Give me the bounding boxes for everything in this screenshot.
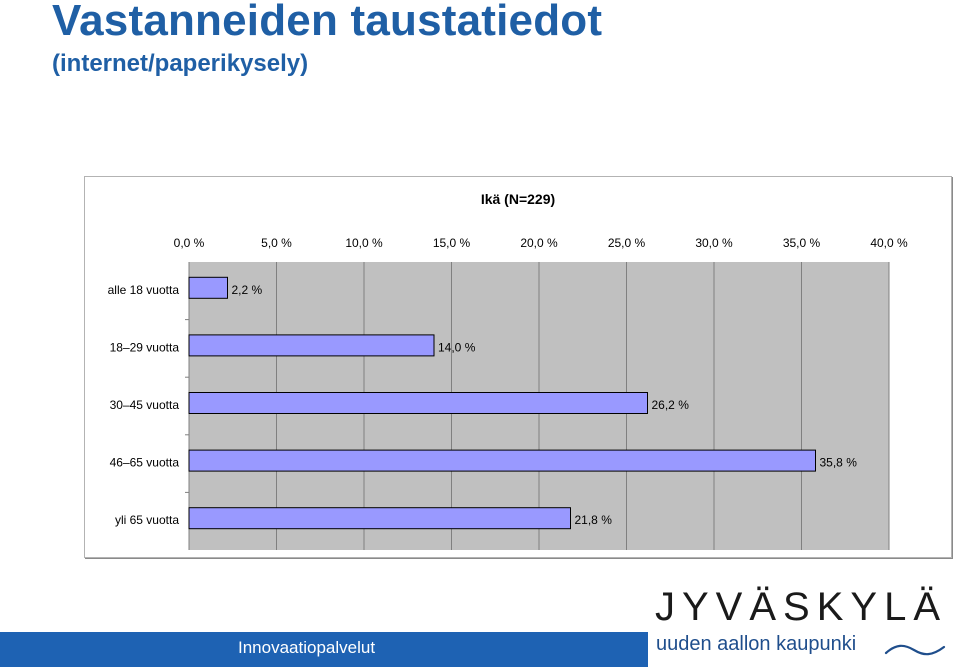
x-tick-label-0: 0,0 % <box>174 236 205 250</box>
value-label-3: 35,8 % <box>820 456 858 470</box>
x-tick-label-7: 35,0 % <box>783 236 821 250</box>
x-tick-label-8: 40,0 % <box>870 236 908 250</box>
bar-0 <box>188 276 228 299</box>
value-label-1: 14,0 % <box>438 340 476 354</box>
brand-tagline: uuden aallon kaupunki <box>656 633 857 655</box>
x-tick-label-1: 5,0 % <box>261 236 292 250</box>
bar-chart: 0,0 % 5,0 % 10,0 % 15,0 % 20,0 % 25,0 % 30,0 %… <box>108 236 908 550</box>
value-label-2: 26,2 % <box>652 398 690 412</box>
x-tick-label-3: 15,0 % <box>433 236 471 250</box>
wave-icon <box>884 644 946 656</box>
bar-2 <box>188 392 648 414</box>
chart-title: Ikä (N=229) <box>480 191 556 207</box>
category-label-4: yli 65 vuotta <box>115 513 179 527</box>
slide-title: Vastanneiden taustatiedot <box>52 0 603 45</box>
bar-1 <box>188 334 435 357</box>
category-label-0: alle 18 vuotta <box>108 283 180 297</box>
category-label-3: 46–65 vuotta <box>110 456 180 470</box>
x-tick-label-6: 30,0 % <box>695 236 733 250</box>
footer-department: Innovaatiopalvelut <box>238 638 376 657</box>
slide-subtitle: (internet/paperikysely) <box>52 50 309 77</box>
x-tick-label-2: 10,0 % <box>345 236 383 250</box>
chart-frame: Ikä (N=229) 0,0 % 5,0 % 10,0 % 15,0 % 20,0 %… <box>84 176 952 558</box>
value-label-4: 21,8 % <box>575 513 613 527</box>
value-label-0: 2,2 % <box>232 283 263 297</box>
bar-4 <box>188 507 571 530</box>
brand-logo-area <box>648 580 960 667</box>
brand-logo: JYVÄSKYLÄ <box>655 585 948 629</box>
category-label-2: 30–45 vuotta <box>110 398 180 412</box>
x-tick-label-4: 20,0 % <box>520 236 558 250</box>
category-label-1: 18–29 vuotta <box>110 340 180 354</box>
x-tick-label-5: 25,0 % <box>608 236 646 250</box>
bar-3 <box>188 449 816 472</box>
